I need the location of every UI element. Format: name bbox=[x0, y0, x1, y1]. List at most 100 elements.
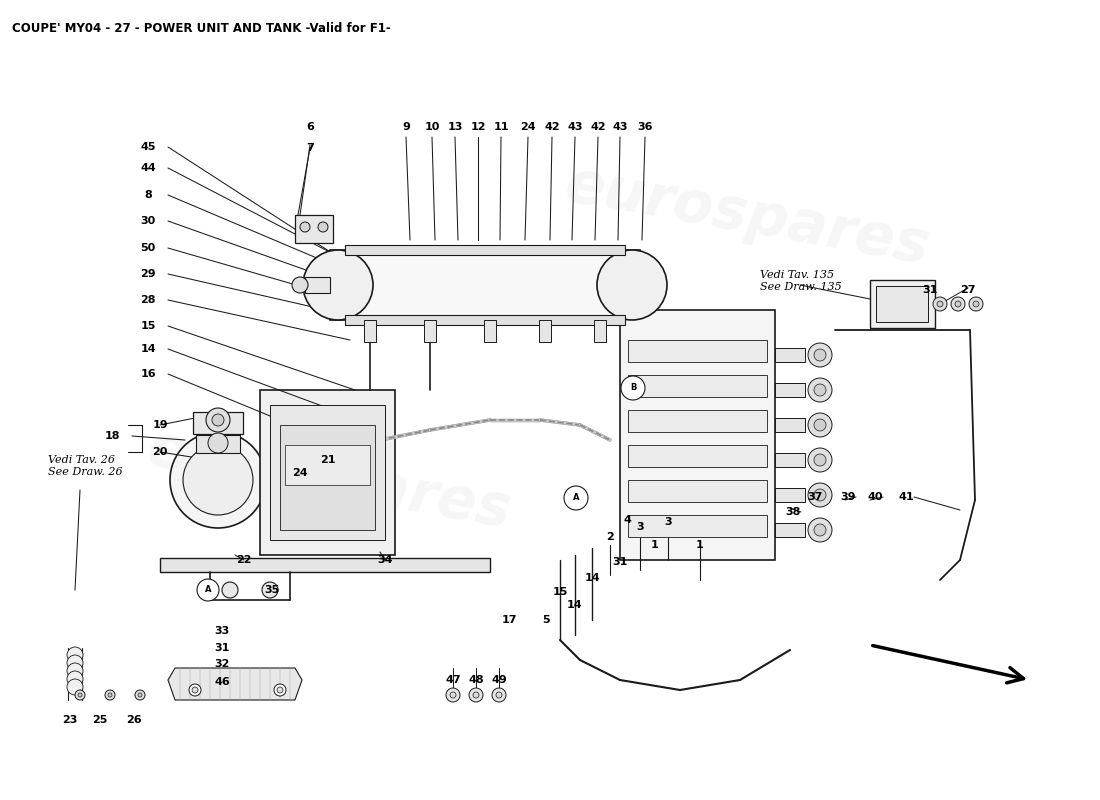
Bar bbox=[776, 418, 805, 432]
Circle shape bbox=[597, 250, 667, 320]
Text: A: A bbox=[573, 494, 580, 502]
Text: 33: 33 bbox=[214, 626, 230, 636]
Text: 5: 5 bbox=[542, 615, 550, 625]
Text: 26: 26 bbox=[126, 715, 142, 725]
Text: 31: 31 bbox=[922, 285, 937, 295]
Circle shape bbox=[67, 679, 82, 695]
Text: 30: 30 bbox=[141, 216, 155, 226]
Circle shape bbox=[78, 693, 82, 697]
Circle shape bbox=[469, 688, 483, 702]
Bar bbox=[594, 320, 606, 342]
Bar bbox=[192, 412, 243, 434]
Bar bbox=[285, 445, 370, 485]
Text: 47: 47 bbox=[446, 675, 461, 685]
Circle shape bbox=[955, 301, 961, 307]
Circle shape bbox=[67, 647, 82, 663]
Circle shape bbox=[814, 454, 826, 466]
Circle shape bbox=[318, 222, 328, 232]
Circle shape bbox=[292, 277, 308, 293]
Circle shape bbox=[222, 582, 238, 598]
Circle shape bbox=[450, 692, 456, 698]
Text: A: A bbox=[205, 586, 211, 594]
Bar bbox=[196, 435, 240, 453]
Circle shape bbox=[300, 222, 310, 232]
Bar bbox=[539, 320, 551, 342]
Bar bbox=[305, 277, 330, 293]
Text: Vedi Tav. 135
See Draw. 135: Vedi Tav. 135 See Draw. 135 bbox=[760, 270, 842, 292]
Text: 44: 44 bbox=[140, 163, 156, 173]
Text: 35: 35 bbox=[264, 585, 279, 595]
Circle shape bbox=[277, 687, 283, 693]
Bar bbox=[424, 320, 436, 342]
Circle shape bbox=[75, 690, 85, 700]
Circle shape bbox=[808, 378, 832, 402]
Circle shape bbox=[621, 376, 645, 400]
Text: 46: 46 bbox=[214, 677, 230, 687]
Circle shape bbox=[183, 445, 253, 515]
Text: 27: 27 bbox=[960, 285, 976, 295]
Circle shape bbox=[808, 343, 832, 367]
Circle shape bbox=[564, 486, 589, 510]
Circle shape bbox=[170, 432, 266, 528]
Text: 15: 15 bbox=[552, 587, 568, 597]
Text: 20: 20 bbox=[152, 447, 167, 457]
Text: 2: 2 bbox=[606, 532, 614, 542]
Text: 10: 10 bbox=[425, 122, 440, 132]
Text: 42: 42 bbox=[591, 122, 606, 132]
Text: 40: 40 bbox=[867, 492, 882, 502]
Text: 25: 25 bbox=[92, 715, 108, 725]
Circle shape bbox=[108, 693, 112, 697]
Text: 45: 45 bbox=[141, 142, 156, 152]
Circle shape bbox=[189, 684, 201, 696]
Text: 29: 29 bbox=[140, 269, 156, 279]
Text: 8: 8 bbox=[144, 190, 152, 200]
Bar bbox=[295, 215, 333, 243]
Circle shape bbox=[952, 297, 965, 311]
Bar bbox=[776, 453, 805, 467]
Polygon shape bbox=[168, 668, 302, 700]
Circle shape bbox=[492, 688, 506, 702]
Bar bbox=[870, 280, 935, 328]
Text: 12: 12 bbox=[471, 122, 486, 132]
Circle shape bbox=[808, 483, 832, 507]
Bar bbox=[776, 523, 805, 537]
Circle shape bbox=[274, 684, 286, 696]
Bar bbox=[776, 488, 805, 502]
Text: 14: 14 bbox=[584, 573, 600, 583]
Text: 38: 38 bbox=[785, 507, 801, 517]
Text: 37: 37 bbox=[807, 492, 823, 502]
Text: 14: 14 bbox=[566, 600, 582, 610]
Text: eurospares: eurospares bbox=[143, 420, 517, 540]
Circle shape bbox=[808, 413, 832, 437]
Circle shape bbox=[67, 663, 82, 679]
Circle shape bbox=[496, 692, 502, 698]
Bar bbox=[876, 286, 928, 322]
Bar bbox=[628, 480, 767, 502]
Bar bbox=[345, 315, 625, 325]
Bar bbox=[160, 558, 490, 572]
Circle shape bbox=[135, 690, 145, 700]
Text: Vedi Tav. 26
See Draw. 26: Vedi Tav. 26 See Draw. 26 bbox=[48, 455, 122, 477]
Bar bbox=[628, 515, 767, 537]
Text: 3: 3 bbox=[664, 517, 672, 527]
Text: 24: 24 bbox=[293, 468, 308, 478]
Text: 4: 4 bbox=[623, 515, 631, 525]
Circle shape bbox=[808, 518, 832, 542]
Bar bbox=[776, 348, 805, 362]
Text: 48: 48 bbox=[469, 675, 484, 685]
Bar bbox=[364, 320, 376, 342]
Text: 32: 32 bbox=[214, 659, 230, 669]
Text: COUPE' MY04 - 27 - POWER UNIT AND TANK -Valid for F1-: COUPE' MY04 - 27 - POWER UNIT AND TANK -… bbox=[12, 22, 390, 35]
Text: 15: 15 bbox=[141, 321, 156, 331]
Text: 14: 14 bbox=[140, 344, 156, 354]
Text: 21: 21 bbox=[320, 455, 336, 465]
Bar bbox=[484, 320, 496, 342]
Text: 41: 41 bbox=[899, 492, 914, 502]
Bar bbox=[270, 405, 385, 540]
Text: 9: 9 bbox=[403, 122, 410, 132]
Bar bbox=[345, 245, 625, 255]
Circle shape bbox=[814, 524, 826, 536]
Circle shape bbox=[67, 655, 82, 671]
Circle shape bbox=[814, 384, 826, 396]
Text: 22: 22 bbox=[236, 555, 252, 565]
